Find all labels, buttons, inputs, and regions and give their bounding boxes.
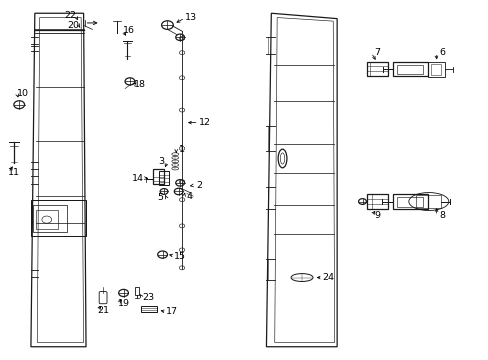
Bar [153,169,163,184]
Bar [33,205,67,232]
Text: 16: 16 [122,26,134,35]
Text: 7: 7 [373,48,379,57]
Bar [31,200,86,235]
Bar [36,210,58,229]
Bar [159,171,168,185]
Text: 4: 4 [186,192,192,201]
Bar [396,197,423,207]
Text: 13: 13 [184,13,197,22]
Bar [415,195,441,208]
Text: 21: 21 [97,306,109,315]
Text: 10: 10 [17,89,29,98]
Text: 12: 12 [198,118,210,127]
Text: 3: 3 [158,157,164,166]
Text: 15: 15 [174,252,186,261]
Text: 22: 22 [64,11,76,20]
Bar [141,306,157,312]
Text: 19: 19 [117,299,129,308]
Text: 8: 8 [438,211,444,220]
Bar [392,194,427,209]
Text: 14: 14 [132,174,144,183]
Text: 20: 20 [67,21,79,30]
Text: 2: 2 [196,181,202,190]
Bar [366,194,387,209]
Text: 1: 1 [179,145,184,154]
Bar [427,62,445,77]
Text: 18: 18 [133,81,145,90]
Text: 24: 24 [322,273,334,282]
Text: 23: 23 [142,293,154,302]
Text: 6: 6 [438,48,444,57]
Text: 11: 11 [8,168,20,177]
Bar [430,64,441,75]
Bar [135,287,139,295]
Text: 5: 5 [157,193,163,202]
Text: 17: 17 [166,307,178,316]
Bar [396,65,423,74]
Bar [392,62,427,76]
Bar [366,62,387,76]
Text: 9: 9 [373,211,379,220]
